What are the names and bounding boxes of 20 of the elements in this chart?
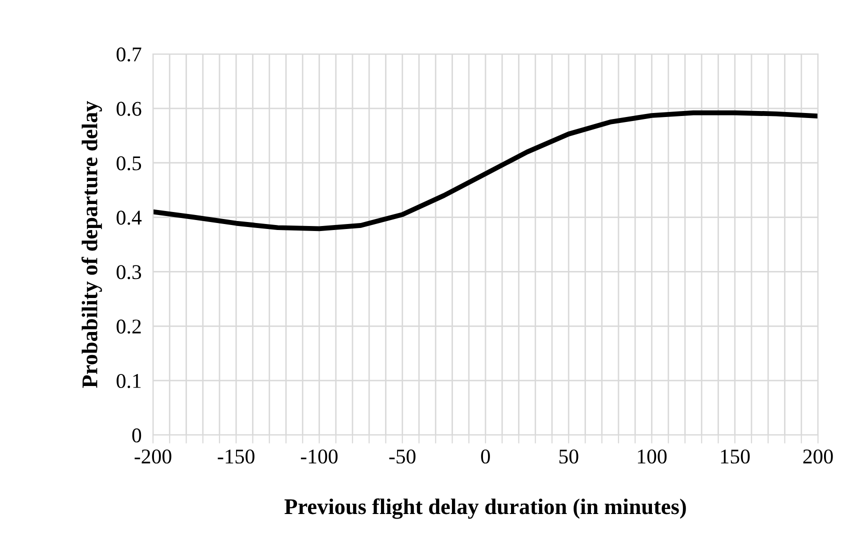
- x-tick-label: -100: [300, 449, 338, 464]
- line-series: [153, 110, 818, 232]
- y-tick-label: 0: [132, 428, 142, 442]
- x-tick-label: 0: [481, 449, 490, 464]
- y-axis-title: Probability of departure delay: [82, 100, 102, 388]
- x-tick-label: 200: [803, 449, 833, 464]
- x-tick-label: -50: [389, 449, 416, 464]
- x-tick-label: 50: [559, 449, 578, 464]
- y-tick-label: 0.7: [116, 47, 142, 62]
- y-tick-label: 0.4: [116, 210, 142, 225]
- y-tick-label: 0.5: [116, 156, 142, 170]
- x-tick-label: 100: [638, 449, 667, 464]
- y-tick-label: 0.2: [116, 320, 141, 334]
- y-tick-label: 0.3: [116, 265, 142, 280]
- y-tick-label: 0.1: [116, 374, 141, 388]
- x-tick-label: -200: [134, 449, 172, 464]
- x-tick-label: 150: [721, 449, 750, 464]
- x-axis-title: Previous flight delay duration (in minutes): [284, 498, 686, 519]
- y-tick-label: 0.6: [116, 102, 142, 116]
- x-tick-label: -150: [218, 449, 254, 464]
